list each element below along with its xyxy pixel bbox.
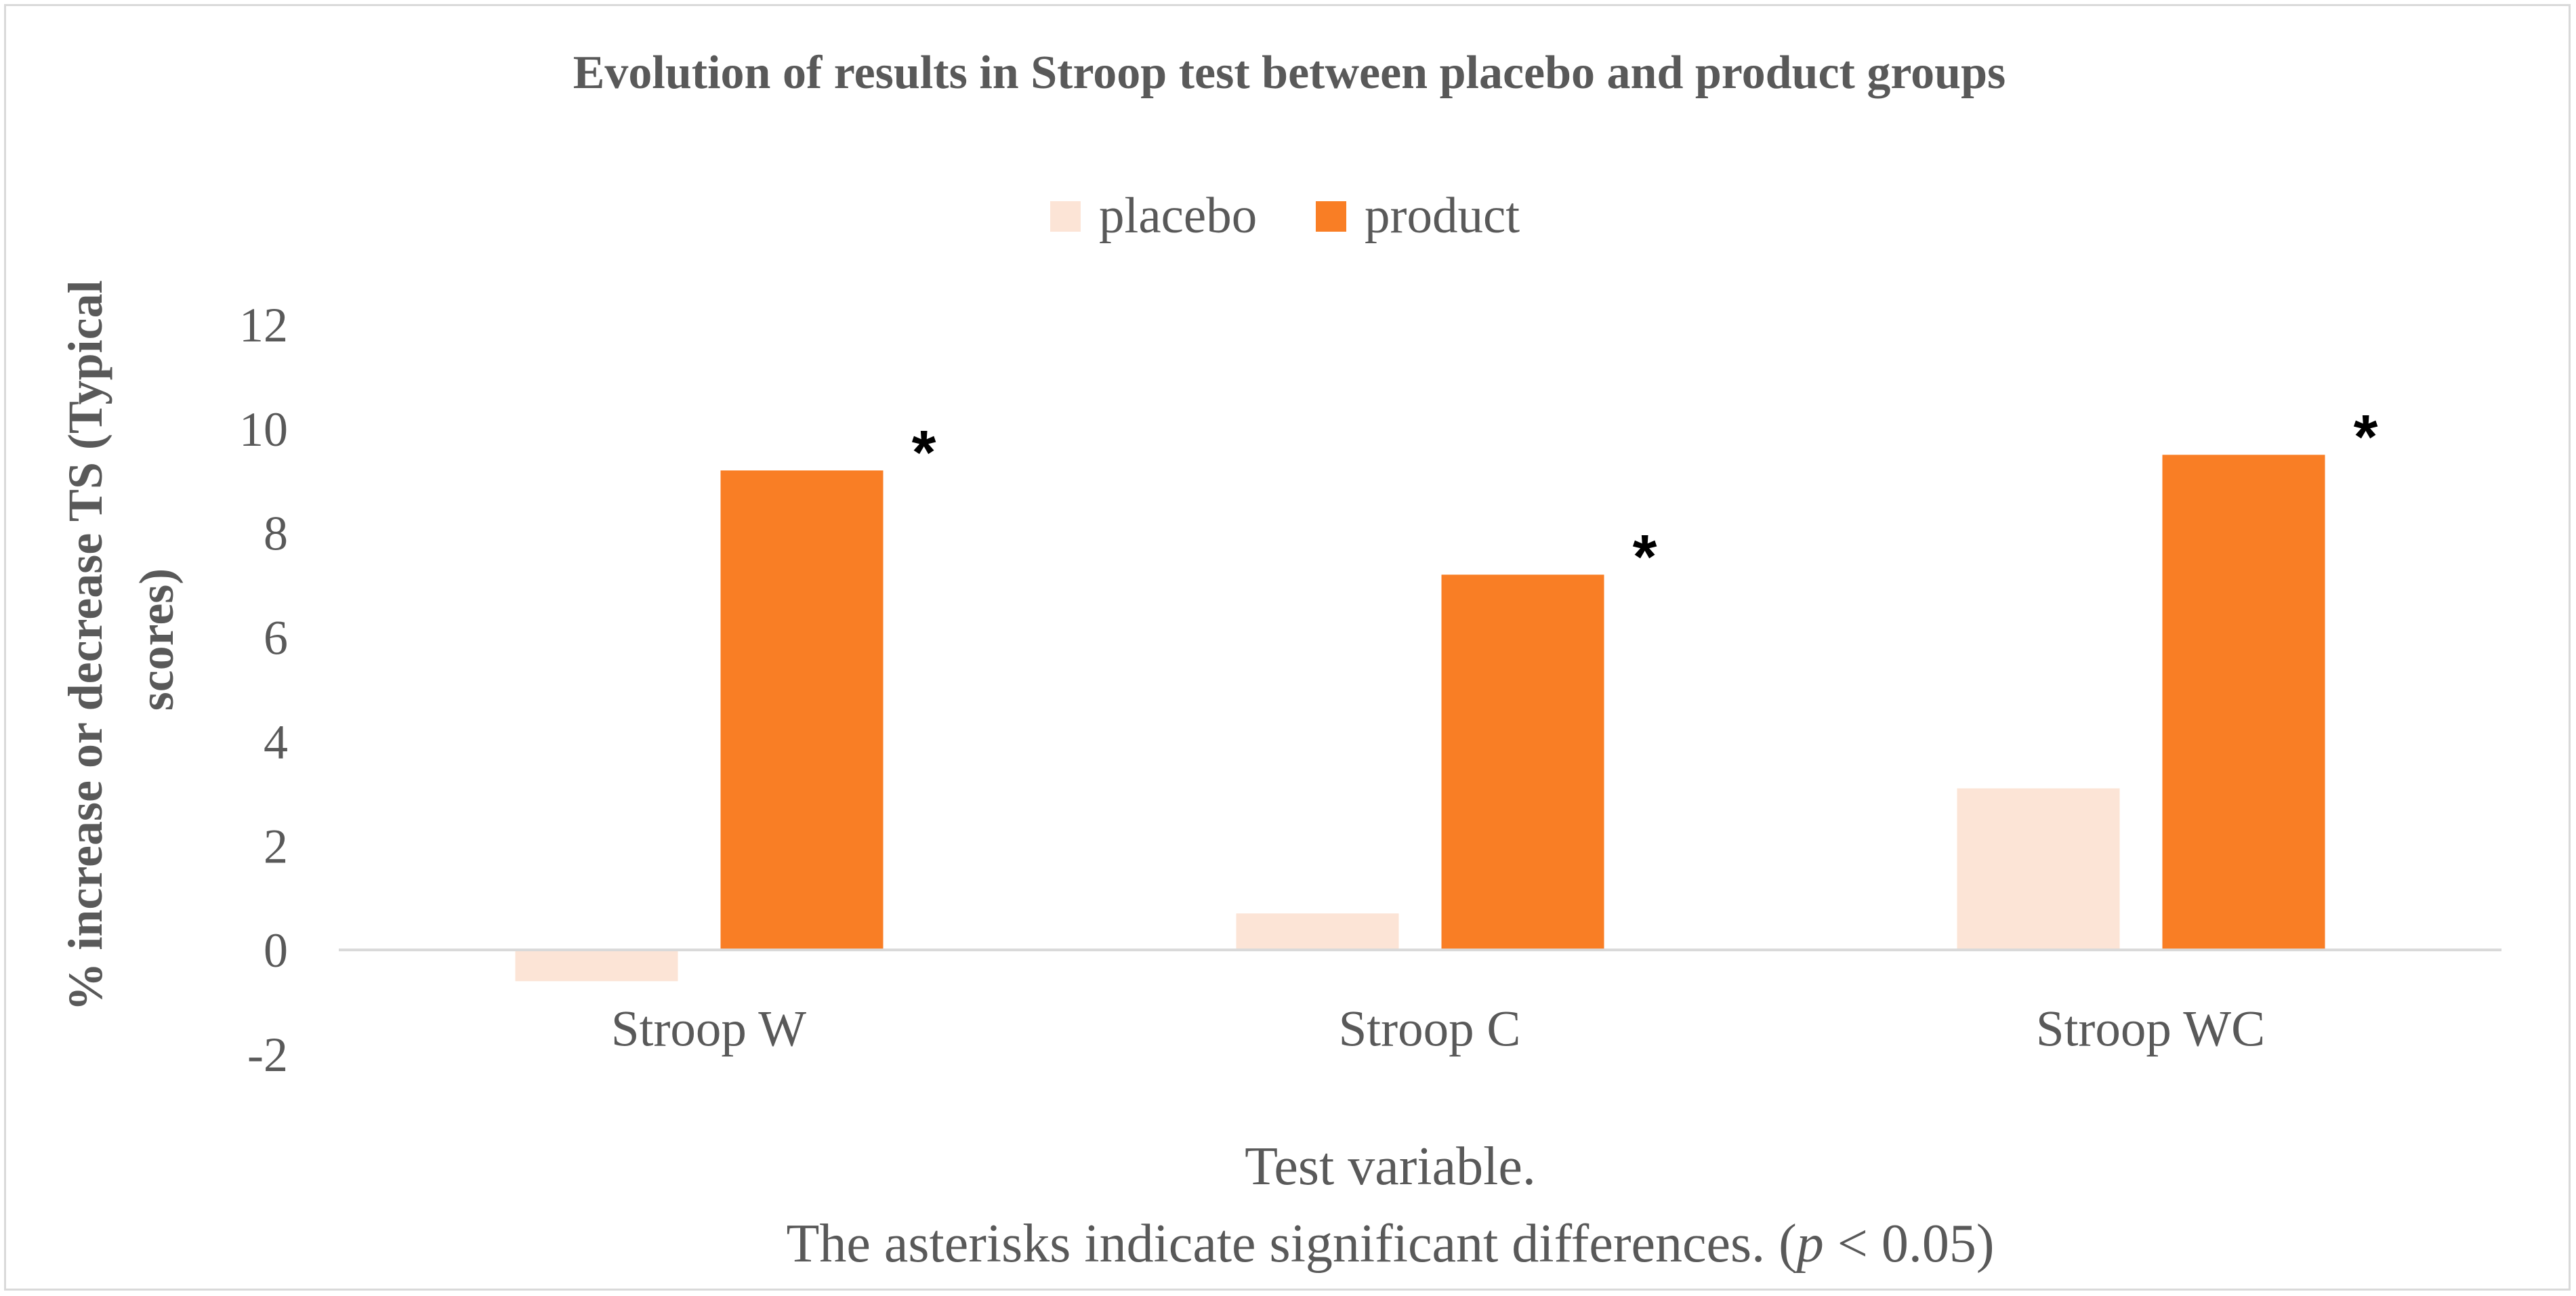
bar-product-stroop-wc (2162, 455, 2325, 950)
legend-swatch-placebo (1050, 201, 1081, 232)
legend-label-placebo: placebo (1099, 188, 1257, 244)
significance-asterisk: * (2354, 402, 2378, 472)
legend-label-product: product (1365, 188, 1520, 244)
significance-note-p: p (1793, 1214, 1824, 1274)
significance-asterisk: * (912, 418, 936, 487)
x-axis-label: Test variable. (1245, 1137, 1536, 1196)
category-label: Stroop W (611, 1001, 806, 1058)
y-tick-label: 12 (239, 298, 288, 352)
bar-product-stroop-c (1441, 574, 1604, 950)
category-label: Stroop WC (2036, 1001, 2265, 1058)
significance-note: The asterisks indicate significant diffe… (786, 1214, 1994, 1274)
y-tick-label: 2 (264, 819, 288, 873)
y-tick-label: 6 (264, 611, 288, 665)
chart-frame (4, 4, 2571, 1291)
y-tick-label: -2 (247, 1028, 288, 1082)
y-axis-label: % increase or decrease TS (Typical score… (58, 268, 184, 1011)
y-axis-label-line-2: scores) (129, 568, 184, 711)
significance-note-threshold: < 0.05) (1824, 1214, 1995, 1274)
bars (515, 455, 2325, 982)
significance-markers: * * * (912, 402, 2378, 591)
bar-placebo-stroop-c (1236, 913, 1399, 950)
y-tick-label: 8 (264, 507, 288, 561)
y-tick-label: 4 (264, 715, 288, 769)
category-label: Stroop C (1339, 1001, 1521, 1058)
chart-title: Evolution of results in Stroop test betw… (573, 47, 2006, 99)
category-labels: Stroop W Stroop C Stroop WC (611, 1001, 2265, 1058)
y-axis-label-line-1: % increase or decrease TS (Typical (58, 280, 112, 1011)
significance-note-text: The asterisks indicate significant diffe… (786, 1214, 1796, 1274)
legend-swatch-product (1316, 201, 1346, 232)
bar-placebo-stroop-wc (1957, 788, 2120, 950)
legend: placebo product (1050, 188, 1520, 244)
bar-placebo-stroop-w (515, 950, 678, 982)
bar-product-stroop-w (720, 470, 884, 950)
y-tick-label: 10 (239, 402, 288, 457)
y-axis-ticks: -2 0 2 4 6 8 10 12 (239, 298, 288, 1082)
significance-asterisk: * (1633, 522, 1657, 591)
y-tick-label: 0 (264, 923, 288, 978)
